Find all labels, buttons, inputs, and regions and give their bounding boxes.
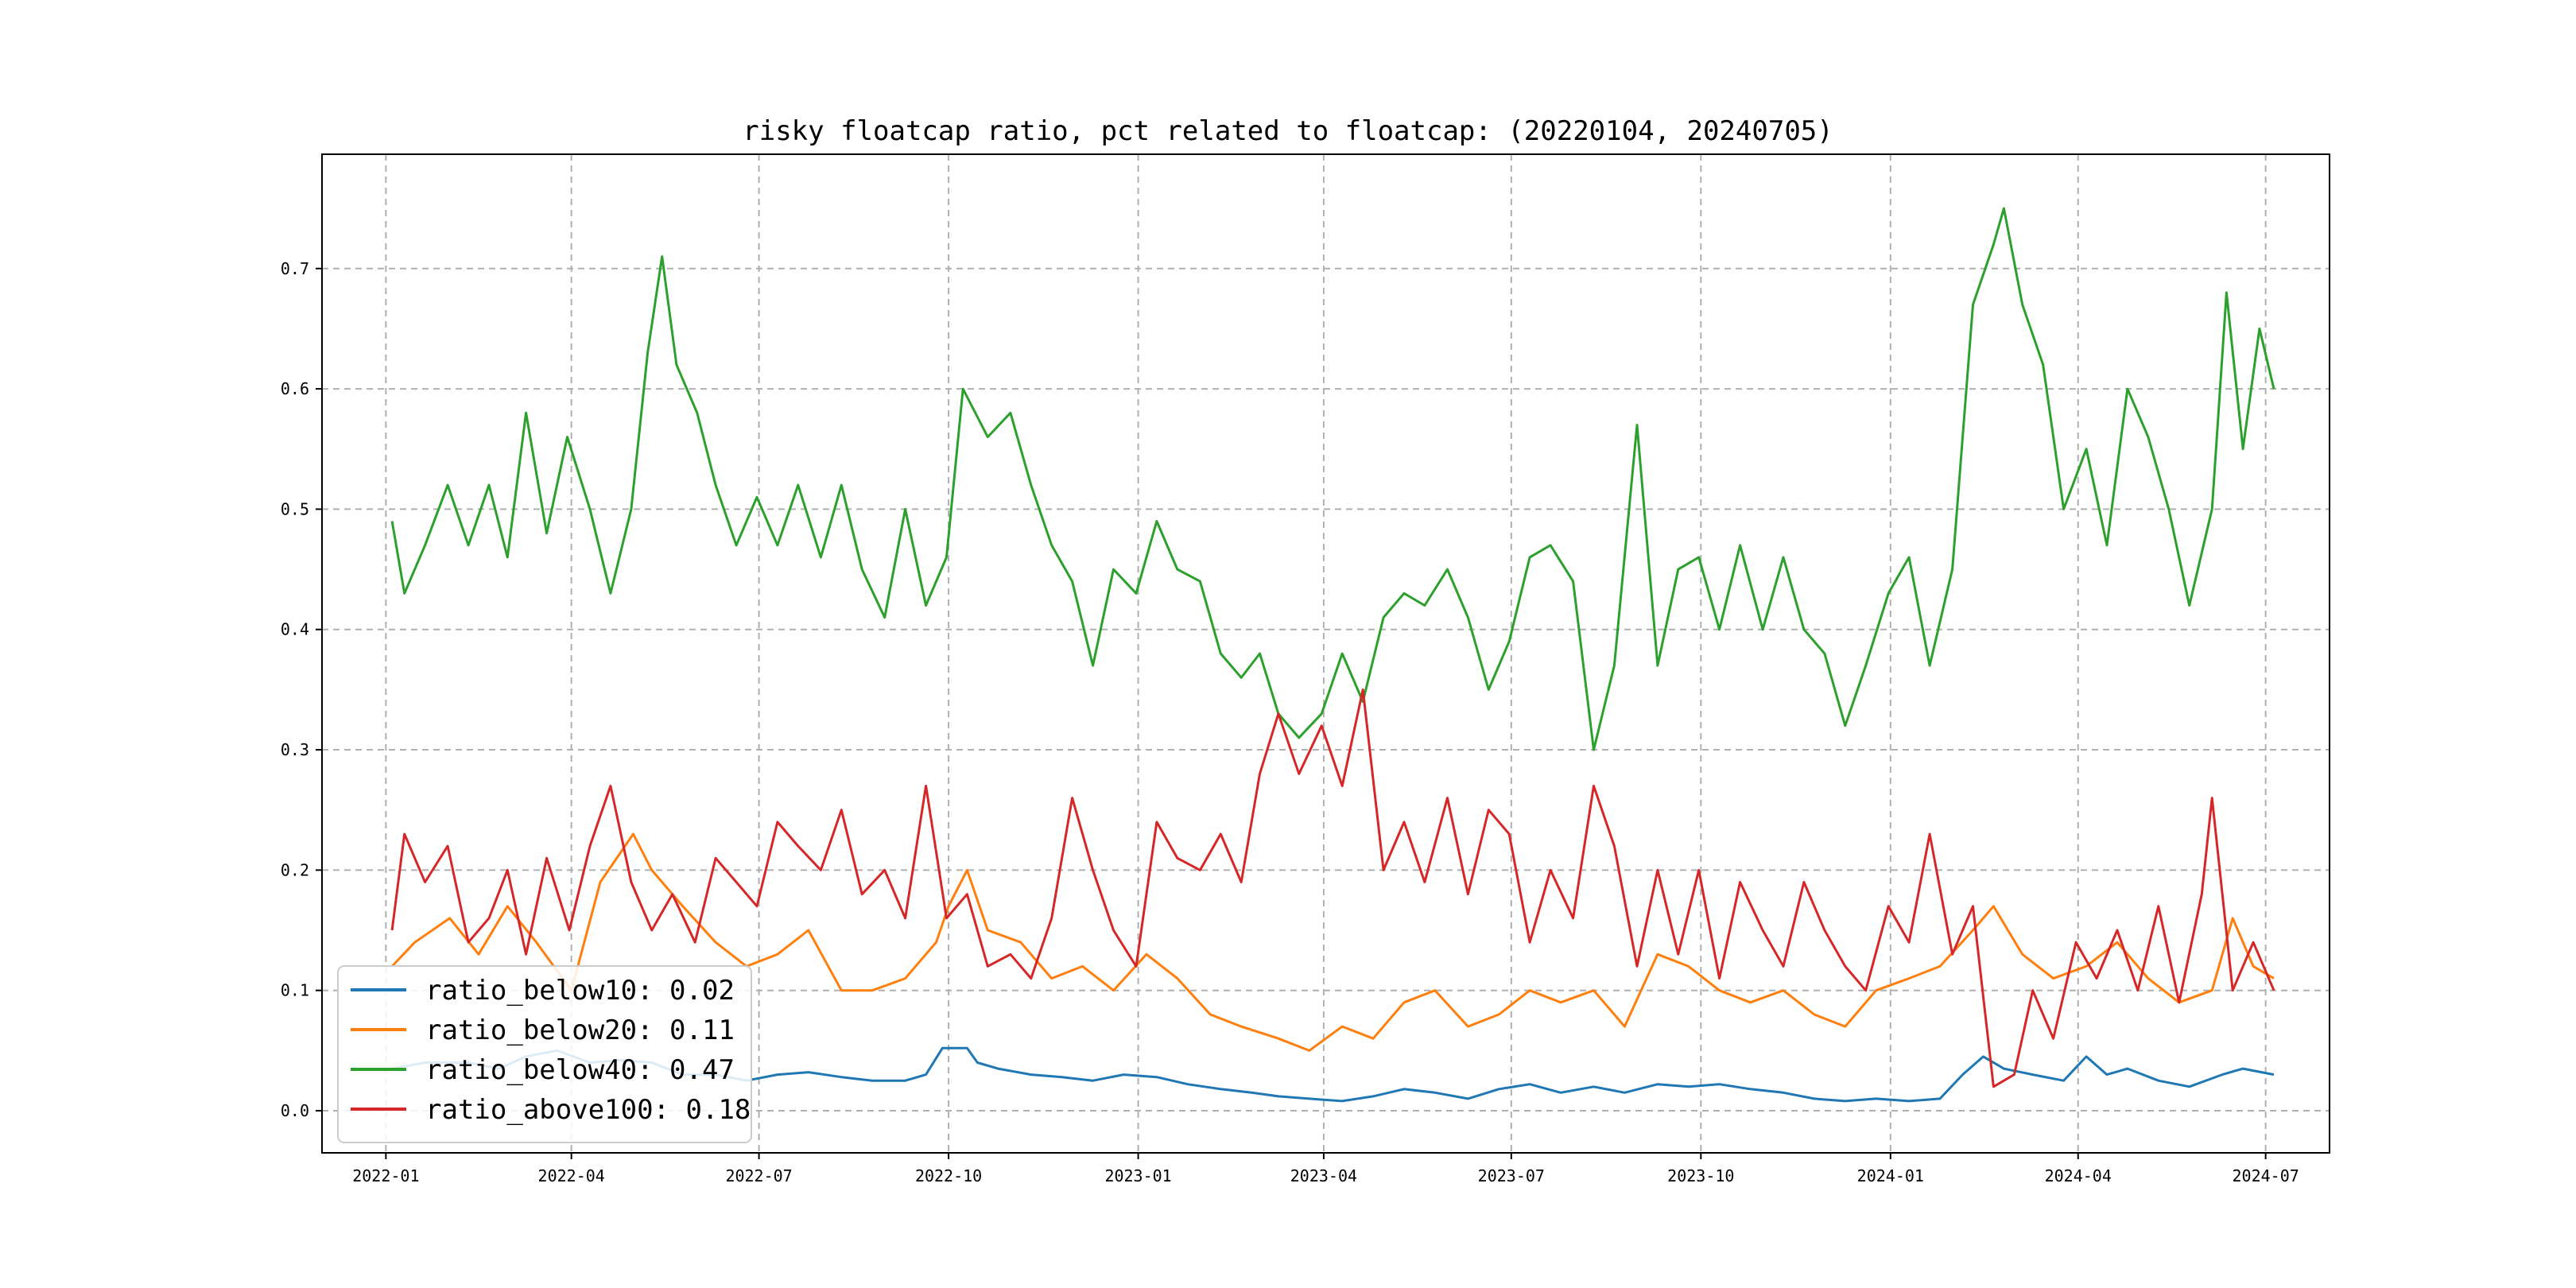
y-axis: 0.0 0.1 0.2 0.3 0.4 0.5 0.6 0.7 xyxy=(281,259,322,1120)
x-tick-label: 2024-04 xyxy=(2045,1166,2112,1185)
x-tick-label: 2023-10 xyxy=(1667,1166,1734,1185)
plot-frame xyxy=(321,153,2330,1154)
x-tick-label: 2023-01 xyxy=(1104,1166,1171,1185)
legend-box xyxy=(337,965,752,1143)
y-tick-label: 0.0 xyxy=(281,1101,309,1120)
y-tick-label: 0.1 xyxy=(281,981,309,1000)
chart-title: risky floatcap ratio, pct related to flo… xyxy=(743,115,1833,147)
legend: ratio_below10: 0.02 ratio_below20: 0.11 ra… xyxy=(337,965,752,1143)
y-tick-label: 0.7 xyxy=(281,259,309,278)
series-line-ratio_below40 xyxy=(390,207,2275,751)
x-tick-label: 2023-07 xyxy=(1478,1166,1545,1185)
legend-label-ratio_below40: ratio_below40: 0.47 xyxy=(425,1054,735,1086)
legend-label-ratio_above100: ratio_above100: 0.18 xyxy=(425,1094,751,1126)
series-layer xyxy=(390,207,2275,1103)
y-tick-label: 0.3 xyxy=(281,740,309,759)
legend-label-ratio_below10: ratio_below10: 0.02 xyxy=(425,975,735,1007)
x-tick-label: 2023-04 xyxy=(1290,1166,1357,1185)
x-axis: 2022-01 2022-04 2022-07 2022-10 2023-01 2023-… xyxy=(352,1153,2299,1185)
legend-label-ratio_below20: ratio_below20: 0.11 xyxy=(425,1014,735,1046)
y-tick-label: 0.5 xyxy=(281,499,309,518)
x-tick-label: 2024-07 xyxy=(2232,1166,2299,1185)
series-line-ratio_above100 xyxy=(390,688,2275,1088)
x-tick-label: 2022-10 xyxy=(915,1166,982,1185)
y-tick-label: 0.6 xyxy=(281,379,309,398)
x-tick-label: 2022-01 xyxy=(352,1166,419,1185)
y-tick-label: 0.4 xyxy=(281,620,309,639)
y-tick-label: 0.2 xyxy=(281,860,309,879)
x-tick-label: 2024-01 xyxy=(1857,1166,1924,1185)
x-tick-label: 2022-07 xyxy=(725,1166,792,1185)
x-tick-label: 2022-04 xyxy=(538,1166,605,1185)
